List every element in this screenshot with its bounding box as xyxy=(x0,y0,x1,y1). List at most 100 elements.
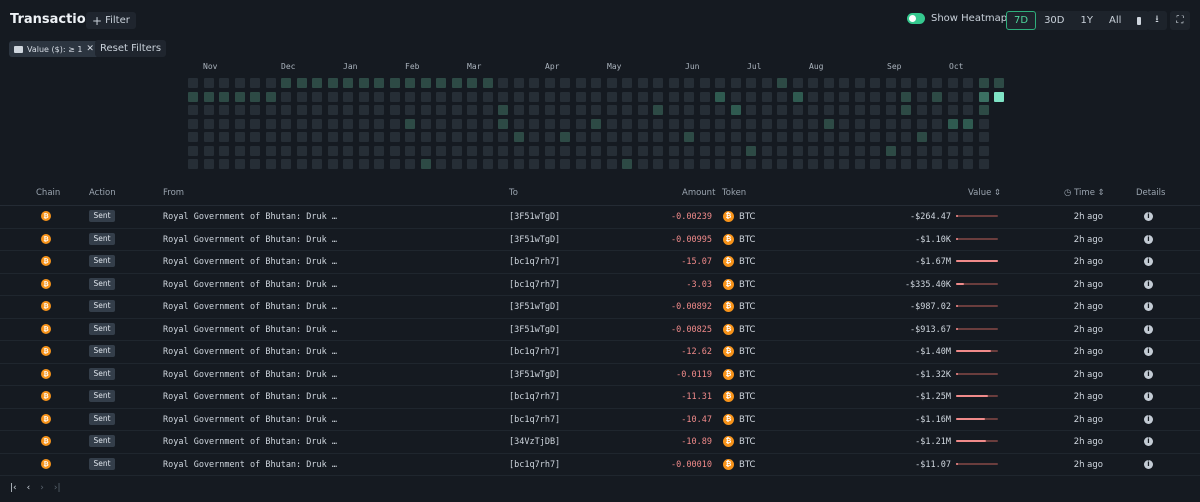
heatmap-cell[interactable] xyxy=(808,118,818,129)
heatmap-cell[interactable] xyxy=(715,132,725,142)
heatmap-cell[interactable] xyxy=(188,105,198,115)
from-address[interactable]: Royal Government of Bhutan: Druk … xyxy=(163,324,337,335)
heatmap-cell[interactable] xyxy=(575,145,586,156)
from-address[interactable]: Royal Government of Bhutan: Druk … xyxy=(163,369,337,380)
heatmap-cell[interactable] xyxy=(234,105,245,115)
heatmap-cell[interactable] xyxy=(451,118,462,129)
heatmap-cell[interactable] xyxy=(746,78,756,88)
heatmap-cell[interactable] xyxy=(436,118,446,129)
heatmap-cell[interactable] xyxy=(467,105,477,115)
heatmap-cell[interactable] xyxy=(932,91,942,102)
heatmap-cell[interactable] xyxy=(482,78,493,88)
heatmap-cell[interactable] xyxy=(358,159,369,169)
heatmap-cell[interactable] xyxy=(730,105,741,115)
from-address[interactable]: Royal Government of Bhutan: Druk … xyxy=(163,414,337,425)
heatmap-cell[interactable] xyxy=(467,145,477,156)
heatmap-cell[interactable] xyxy=(265,159,276,169)
heatmap-cell[interactable] xyxy=(839,78,849,88)
heatmap-cell[interactable] xyxy=(265,78,276,88)
heatmap-cell[interactable] xyxy=(203,159,214,169)
heatmap-cell[interactable] xyxy=(901,118,911,129)
heatmap-cell[interactable] xyxy=(761,145,772,156)
heatmap-cell[interactable] xyxy=(947,91,958,102)
range-all[interactable]: All xyxy=(1108,15,1122,26)
heatmap-cell[interactable] xyxy=(668,105,679,115)
prev-page-button[interactable]: ‹ xyxy=(26,483,31,493)
heatmap-cell[interactable] xyxy=(792,105,803,115)
heatmap-cell[interactable] xyxy=(591,145,601,156)
heatmap-cell[interactable] xyxy=(234,132,245,142)
heatmap-cell[interactable] xyxy=(808,132,818,142)
heatmap-cell[interactable] xyxy=(296,78,307,88)
to-address[interactable]: [3F51wTgD] xyxy=(509,234,561,245)
heatmap-cell[interactable] xyxy=(963,145,973,156)
heatmap-cell[interactable] xyxy=(622,91,632,102)
heatmap-cell[interactable] xyxy=(250,145,260,156)
heatmap-cell[interactable] xyxy=(606,145,617,156)
info-icon[interactable]: i xyxy=(1144,279,1153,289)
heatmap-cell[interactable] xyxy=(668,91,679,102)
from-address[interactable]: Royal Government of Bhutan: Druk … xyxy=(163,302,337,312)
heatmap-cell[interactable] xyxy=(451,91,462,102)
heatmap-cell[interactable] xyxy=(653,78,663,88)
heatmap-cell[interactable] xyxy=(746,91,756,102)
heatmap-cell[interactable] xyxy=(420,118,431,129)
heatmap-cell[interactable] xyxy=(529,145,539,156)
heatmap-cell[interactable] xyxy=(715,145,725,156)
heatmap-cell[interactable] xyxy=(575,159,586,169)
heatmap-cell[interactable] xyxy=(312,132,322,142)
heatmap-cell[interactable] xyxy=(343,105,353,115)
heatmap-cell[interactable] xyxy=(901,91,911,102)
heatmap-cell[interactable] xyxy=(854,78,865,88)
heatmap-cell[interactable] xyxy=(808,145,818,156)
fullscreen-button[interactable]: ⛶ xyxy=(1170,11,1190,30)
heatmap-cell[interactable] xyxy=(668,78,679,88)
heatmap-cell[interactable] xyxy=(467,132,477,142)
heatmap-cell[interactable] xyxy=(203,91,214,102)
heatmap-cell[interactable] xyxy=(234,78,245,88)
heatmap-cell[interactable] xyxy=(482,132,493,142)
heatmap-cell[interactable] xyxy=(978,132,989,142)
heatmap-cell[interactable] xyxy=(265,132,276,142)
to-address[interactable]: [bc1q7rh7] xyxy=(509,459,561,470)
heatmap-cell[interactable] xyxy=(234,91,245,102)
heatmap-cell[interactable] xyxy=(358,145,369,156)
heatmap-cell[interactable] xyxy=(730,78,741,88)
heatmap-cell[interactable] xyxy=(281,132,291,142)
heatmap-cell[interactable] xyxy=(901,105,911,115)
heatmap-cell[interactable] xyxy=(823,159,834,169)
heatmap-cell[interactable] xyxy=(203,78,214,88)
heatmap-cell[interactable] xyxy=(467,78,477,88)
heatmap-cell[interactable] xyxy=(188,159,198,169)
heatmap-cell[interactable] xyxy=(885,78,896,88)
heatmap-cell[interactable] xyxy=(777,159,787,169)
to-address[interactable]: [34VzTjDB] xyxy=(509,437,561,447)
table-row[interactable]: ₿ Sent Royal Government of Bhutan: Druk … [… xyxy=(0,229,1200,251)
heatmap-cell[interactable] xyxy=(684,145,694,156)
heatmap-cell[interactable] xyxy=(637,118,648,129)
table-row[interactable]: ₿ Sent Royal Government of Bhutan: Druk … [… xyxy=(0,296,1200,319)
heatmap-cell[interactable] xyxy=(482,159,493,169)
heatmap-cell[interactable] xyxy=(684,159,694,169)
heatmap-cell[interactable] xyxy=(467,91,477,102)
heatmap-cell[interactable] xyxy=(699,105,710,115)
from-address[interactable]: Royal Government of Bhutan: Druk … xyxy=(163,347,337,357)
heatmap-cell[interactable] xyxy=(560,91,570,102)
heatmap-cell[interactable] xyxy=(978,91,989,102)
heatmap-cell[interactable] xyxy=(947,145,958,156)
heatmap-cell[interactable] xyxy=(870,78,880,88)
heatmap-cell[interactable] xyxy=(947,78,958,88)
first-page-button[interactable]: |‹ xyxy=(10,483,17,493)
heatmap-cell[interactable] xyxy=(374,118,384,129)
download-button[interactable]: ⭳ xyxy=(1147,11,1167,30)
range-30d[interactable]: 30D xyxy=(1044,15,1065,26)
heatmap-cell[interactable] xyxy=(792,132,803,142)
heatmap-cell[interactable] xyxy=(730,91,741,102)
heatmap-cell[interactable] xyxy=(916,91,927,102)
heatmap-cell[interactable] xyxy=(358,78,369,88)
heatmap-cell[interactable] xyxy=(916,78,927,88)
heatmap-cell[interactable] xyxy=(653,145,663,156)
heatmap-cell[interactable] xyxy=(777,145,787,156)
last-page-button[interactable]: ›| xyxy=(53,483,61,493)
heatmap-cell[interactable] xyxy=(839,132,849,142)
